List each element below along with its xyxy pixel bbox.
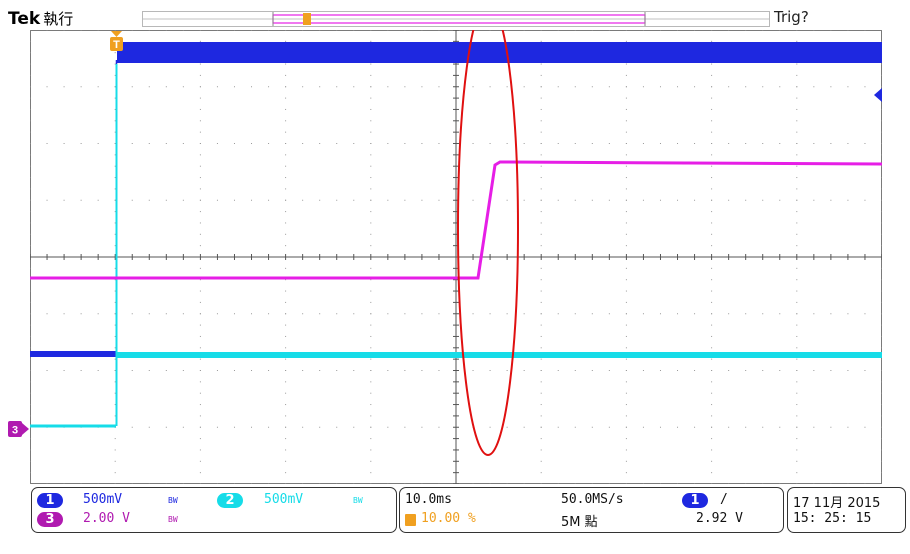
trigger-mark-text: T <box>113 39 120 51</box>
record-timeline[interactable] <box>142 11 770 27</box>
ch2-waveform <box>30 64 882 428</box>
timebase-readout[interactable]: 10.0ms 10.00 % 50.0MS/s 5M 點 1 / 2.92 V <box>399 487 784 533</box>
ch2-badge[interactable]: 2 <box>217 493 243 508</box>
waveform-display[interactable]: T <box>29 0 883 485</box>
trigger-slope-icon: / <box>720 492 728 507</box>
trigger-position-icon: T <box>110 31 123 51</box>
date-text: 17 11月 2015 <box>793 496 881 511</box>
graticule-svg: T <box>29 0 883 485</box>
ch1-bandwidth-icon: BW <box>168 496 178 505</box>
trigger-source-badge[interactable]: 1 <box>682 493 708 508</box>
time-text: 15: 25: 15 <box>793 511 872 526</box>
datetime-readout: 17 11月 2015 15: 25: 15 <box>787 487 906 533</box>
timeline-graphic <box>143 12 769 26</box>
ch3-scale: 2.00 V <box>83 511 130 526</box>
run-status: 執行 <box>43 10 74 28</box>
ch1-scale: 500mV <box>83 492 123 507</box>
horizontal-scale: 10.0ms <box>405 492 452 507</box>
trigger-position: 10.00 % <box>421 511 476 526</box>
ch3-bandwidth-icon: BW <box>168 515 178 524</box>
ch3-marker-text: 3 <box>12 425 18 437</box>
status-bar: Tek 執行 Trig? <box>0 0 910 30</box>
sample-rate: 50.0MS/s <box>561 492 624 507</box>
brand-name: Tek <box>8 9 41 29</box>
trigger-status: Trig? <box>774 8 809 26</box>
ch2-bandwidth-icon: BW <box>353 496 363 505</box>
channel-readout[interactable]: 1 500mV BW 2 500mV BW 3 2.00 V BW <box>31 487 397 533</box>
ch1-arrow-icon <box>874 88 882 102</box>
ch2-scale: 500mV <box>264 492 304 507</box>
record-length: 5M 點 <box>561 515 598 530</box>
brand-logo: Tek 執行 <box>8 8 73 29</box>
ch3-ground-marker[interactable]: 3 <box>8 421 30 437</box>
ch3-badge[interactable]: 3 <box>37 512 63 527</box>
ch3-waveform <box>30 160 883 280</box>
trigger-level: 2.92 V <box>696 511 743 526</box>
trigger-position-small-icon <box>405 514 416 526</box>
ch1-badge[interactable]: 1 <box>37 493 63 508</box>
